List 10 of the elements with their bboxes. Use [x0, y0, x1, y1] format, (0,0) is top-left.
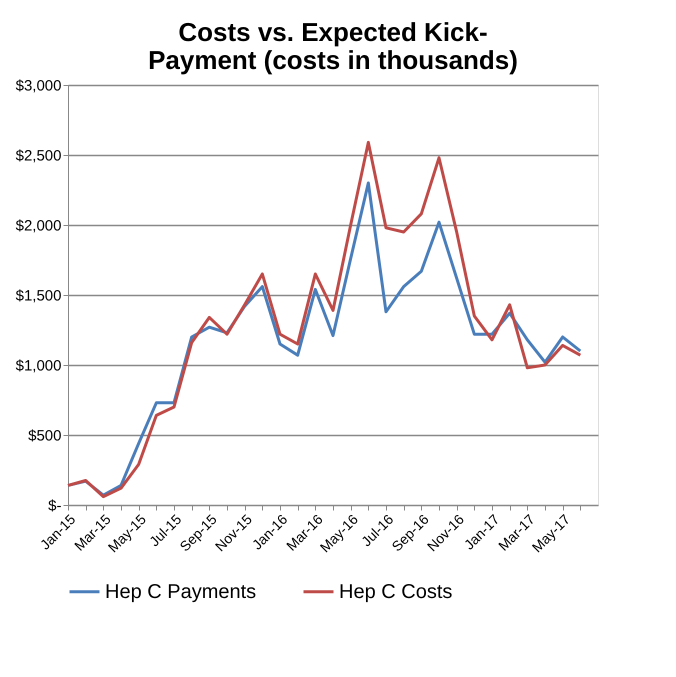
y-tick-label: $500 — [28, 428, 62, 444]
y-tick-label: $2,000 — [16, 218, 62, 234]
y-tick-label: $1,500 — [16, 288, 62, 304]
y-tick-label: $- — [48, 498, 62, 514]
legend-label: Hep C Payments — [105, 580, 256, 603]
legend-label: Hep C Costs — [339, 580, 452, 603]
y-tick-label: $1,000 — [16, 358, 62, 374]
y-tick-label: $3,000 — [16, 78, 62, 94]
y-tick-label: $2,500 — [16, 148, 62, 164]
chart-title: Costs vs. Expected Kick- Payment (costs in thousands) — [148, 17, 518, 75]
